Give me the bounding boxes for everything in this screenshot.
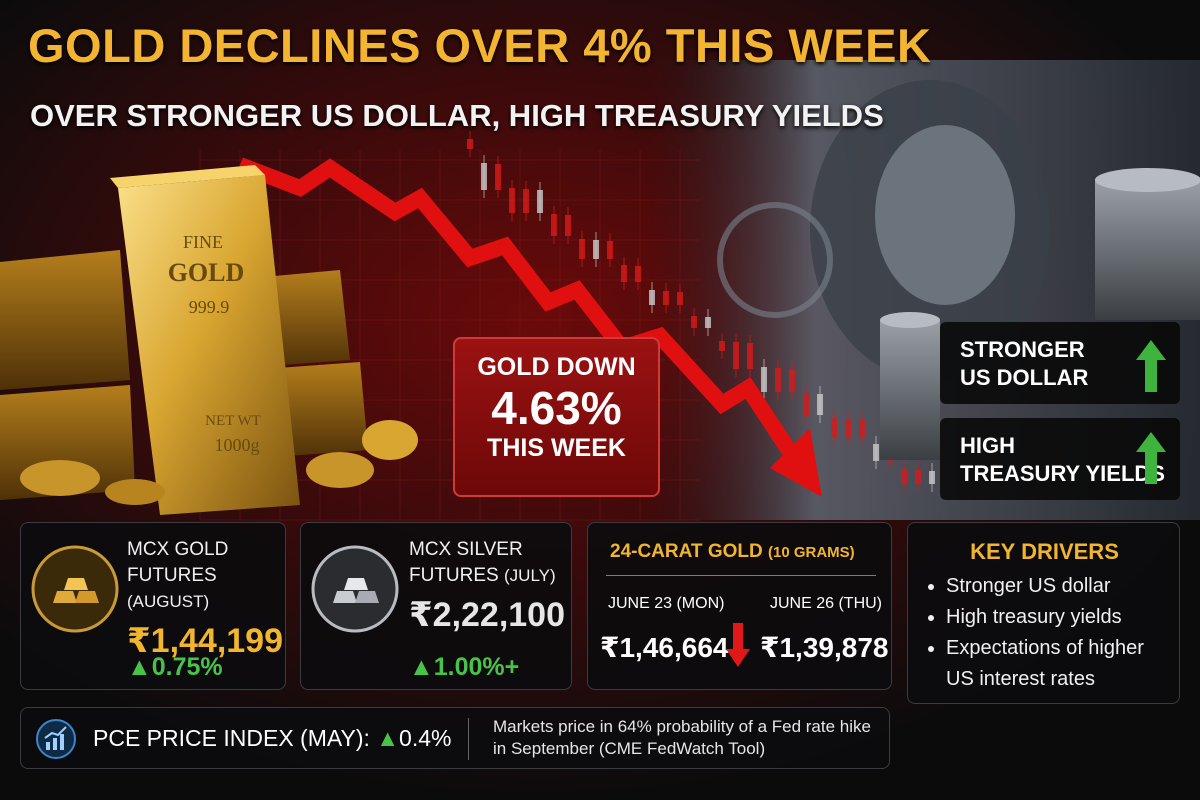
- bar-engraving: GOLD: [168, 258, 245, 287]
- date: JUNE 26 (THU): [770, 595, 883, 612]
- key-drivers-card: KEY DRIVERS Stronger US dollarHigh treas…: [907, 522, 1180, 704]
- coins: [20, 420, 418, 505]
- bar-engraving: 999.9: [189, 297, 230, 317]
- candle-body: [831, 418, 837, 438]
- driver-badge: HIGH TREASURY YIELDS: [940, 418, 1180, 500]
- candle-body: [607, 241, 613, 259]
- candle-body: [677, 292, 683, 305]
- subheadline: OVER STRONGER US DOLLAR, HIGH TREASURY Y…: [30, 98, 884, 133]
- divider: [468, 718, 469, 760]
- chart-icon: [36, 719, 76, 759]
- candle-body: [901, 469, 907, 484]
- price: ₹2,22,100: [409, 596, 566, 634]
- candle-body: [509, 188, 515, 213]
- candle-body: [481, 163, 487, 190]
- card-qualifier: (AUGUST): [127, 592, 210, 611]
- silver-icon: [311, 545, 399, 633]
- date: JUNE 23 (MON): [608, 595, 725, 612]
- footer-note: Markets price in 64% probability of a Fe…: [493, 717, 871, 758]
- headline: GOLD DECLINES OVER 4% THIS WEEK: [28, 19, 932, 72]
- candle-body: [747, 343, 753, 369]
- badge-text: TREASURY YIELDS: [960, 461, 1165, 486]
- candle-body: [859, 420, 865, 438]
- key-driver: High treasury yields: [946, 602, 1166, 633]
- badge-text: STRONGER: [960, 337, 1085, 362]
- bar-engraving: 1000g: [215, 435, 260, 455]
- card-title: MCX GOLD: [127, 539, 229, 560]
- portrait: [875, 125, 1015, 305]
- callout-value: 4.63%: [491, 382, 622, 434]
- badge-text: US DOLLAR: [960, 365, 1089, 390]
- price: ₹1,44,199: [127, 622, 284, 660]
- candle-body: [635, 266, 641, 282]
- callout: GOLD DOWN 4.63% THIS WEEK: [453, 337, 660, 497]
- candle-body: [789, 369, 795, 392]
- candle-body: [817, 394, 823, 415]
- gold-futures-card: MCX GOLD FUTURES (AUGUST) ₹1,44,199 ▲0.7…: [20, 522, 286, 690]
- candle-body: [579, 239, 585, 259]
- candle-body: [467, 139, 473, 149]
- candle-body: [495, 164, 501, 190]
- candle-body: [705, 317, 711, 328]
- arrow-head: [770, 428, 822, 497]
- key-driver: Stronger US dollar: [946, 571, 1166, 602]
- price: ₹1,46,664: [600, 632, 729, 663]
- candle-body: [873, 444, 879, 461]
- candle-body: [537, 190, 543, 213]
- card-subtitle: FUTURES: [409, 565, 499, 586]
- candle-body: [775, 368, 781, 392]
- candle-body: [929, 471, 935, 484]
- silver-futures-card: MCX SILVER FUTURES (JULY) ₹2,22,100 ▲1.0…: [300, 522, 572, 690]
- price-change: 1.00%+: [433, 653, 520, 681]
- key-drivers-list: Stronger US dollarHigh treasury yieldsEx…: [908, 571, 1166, 695]
- pce-label: PCE PRICE INDEX (MAY):: [93, 725, 370, 751]
- candle-body: [523, 189, 529, 213]
- candle-body: [719, 341, 725, 351]
- carat-title: 24-CARAT GOLD: [610, 541, 763, 562]
- up-triangle: ▲: [127, 653, 152, 681]
- candle-body: [565, 215, 571, 236]
- candlesticks: [467, 131, 935, 492]
- candle-body: [551, 214, 557, 236]
- up-triangle: ▲: [409, 653, 434, 681]
- down-arrow-icon: [726, 623, 750, 667]
- seal: [717, 202, 833, 318]
- key-drivers-title: KEY DRIVERS: [970, 539, 1119, 564]
- candle-body: [803, 393, 809, 415]
- carat-card: 24-CARAT GOLD (10 GRAMS) JUNE 23 (MON) ₹…: [587, 522, 892, 690]
- divider: [606, 575, 876, 576]
- candle-body: [733, 342, 739, 369]
- up-arrow-icon: [1136, 340, 1166, 392]
- candle-body: [761, 367, 767, 392]
- key-driver: Expectations of higher US interest rates: [946, 633, 1166, 695]
- candle-body: [621, 265, 627, 282]
- driver-badge: STRONGER US DOLLAR: [940, 322, 1180, 404]
- price-change: 0.75%: [151, 653, 223, 681]
- bar-engraving: FINE: [183, 232, 223, 252]
- up-triangle: ▲: [376, 725, 400, 751]
- card-subtitle: FUTURES: [127, 565, 217, 586]
- candle-body: [649, 290, 655, 305]
- candle-body: [663, 291, 669, 305]
- up-arrow-icon: [1136, 432, 1166, 484]
- carat-unit: (10 GRAMS): [768, 544, 855, 561]
- callout-label: THIS WEEK: [487, 434, 626, 462]
- candle-body: [915, 470, 921, 484]
- coin-stacks: [880, 168, 1200, 460]
- callout-label: GOLD DOWN: [477, 353, 636, 381]
- pce-change: 0.4%: [399, 725, 452, 751]
- candle-body: [593, 240, 599, 259]
- gold-bars: FINE GOLD 999.9 NET WT 1000g: [0, 165, 368, 515]
- gold-icon: [31, 545, 119, 633]
- bar-engraving: NET WT: [205, 413, 261, 429]
- candle-body: [691, 316, 697, 328]
- card-qualifier: (JULY): [504, 566, 556, 585]
- candle-body: [845, 419, 851, 438]
- card-title: MCX SILVER: [409, 539, 523, 560]
- footer-bar: PCE PRICE INDEX (MAY): ▲0.4% Markets pri…: [20, 707, 890, 769]
- badge-text: HIGH: [960, 433, 1015, 458]
- price: ₹1,39,878: [760, 632, 889, 663]
- down-arrow: [237, 157, 797, 457]
